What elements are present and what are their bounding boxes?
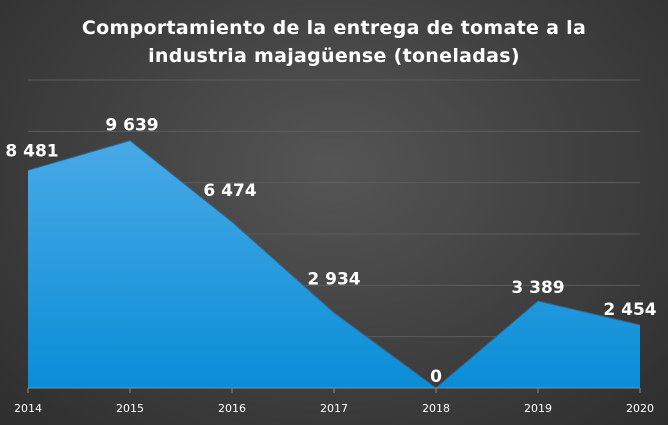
x-tick-label: 2019 [524, 402, 552, 415]
data-label: 2 454 [603, 300, 656, 320]
area-series [27, 140, 641, 389]
data-label: 3 389 [511, 278, 564, 298]
x-tick-label: 2017 [320, 402, 348, 415]
area-fill [28, 140, 640, 388]
x-tick-label: 2016 [218, 402, 246, 415]
x-axis: 2014 2015 2016 2017 2018 2019 2020 [14, 387, 654, 415]
data-label: 8 481 [5, 141, 58, 161]
data-label: 0 [430, 367, 442, 387]
data-labels: 8 481 9 639 6 474 2 934 0 3 389 2 454 [5, 116, 656, 387]
data-label: 6 474 [203, 181, 256, 201]
x-tick-label: 2018 [422, 402, 450, 415]
area-outline [27, 140, 641, 389]
x-tick-label: 2014 [14, 402, 42, 415]
x-tick-label: 2015 [116, 402, 144, 415]
chart-title: Comportamiento de la entrega de tomate a… [81, 17, 587, 67]
x-tick-label: 2020 [626, 402, 654, 415]
data-label: 9 639 [105, 116, 158, 136]
data-label: 2 934 [307, 270, 360, 290]
